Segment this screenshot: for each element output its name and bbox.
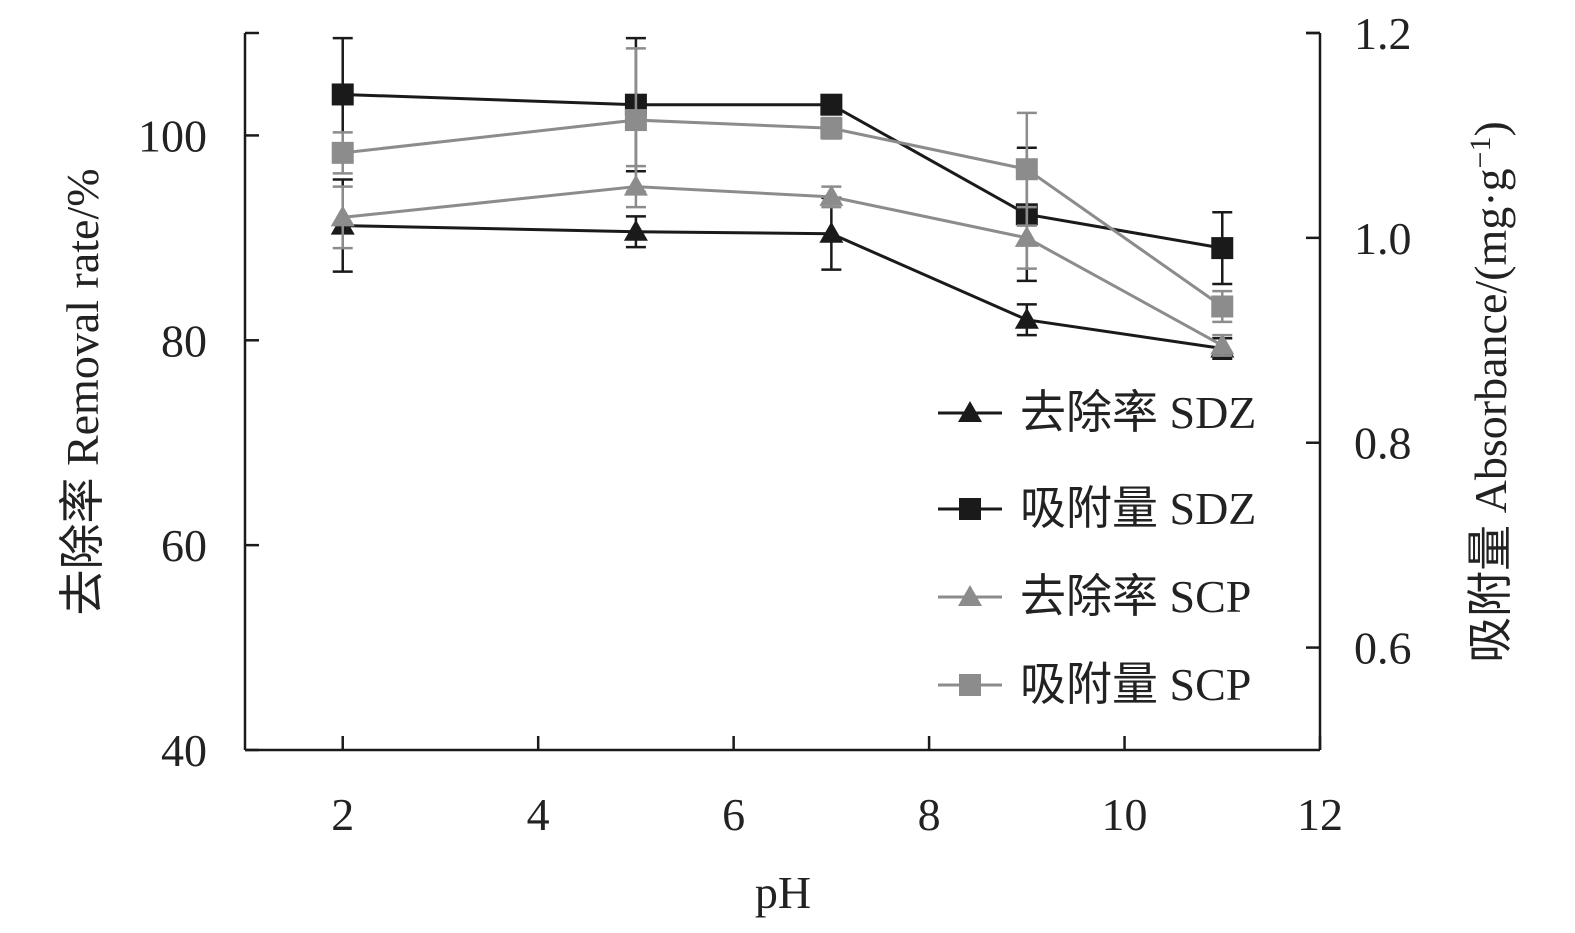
legend-label-1: 吸附量 SDZ [1020,483,1256,534]
data-point-3-3 [1015,158,1038,181]
y-right-tick-label-0: 0.6 [1354,623,1412,674]
x-tick-label-4: 4 [527,789,550,840]
data-point-0-3 [1014,307,1039,329]
legend-marker-0 [958,401,982,422]
y-left-tick-label-40: 40 [161,725,207,776]
x-tick-label-6: 6 [722,789,745,840]
data-point-3-2 [820,117,843,140]
legend-entry-1: 吸附量 SDZ [938,483,1256,534]
series-1 [331,36,1234,286]
data-point-2-3 [1014,225,1039,247]
data-point-1-2 [820,93,843,116]
data-point-1-4 [1211,237,1234,260]
y-axis-right-title-sup: −1 [1464,137,1497,169]
series-line-0 [342,224,1223,350]
data-point-0-1 [623,219,648,241]
x-tick-label-12: 12 [1297,789,1343,840]
series-line-3 [342,118,1224,308]
data-point-2-0 [330,205,355,227]
legend-marker-3 [959,674,981,696]
series-2 [330,164,1235,357]
data-point-3-4 [1211,295,1234,318]
series-3 [331,47,1234,324]
data-point-2-2 [819,184,844,206]
series-line-2 [342,185,1223,347]
ticks: 2 4 6 8 10 12 40 60 80 100 0.6 0.8 1.0 1.2 [138,8,1412,840]
y-right-tick-label-1: 0.8 [1354,418,1412,469]
y-axis-right-title: 吸附量 Absorbance/(mg·g−1) [1464,121,1516,663]
y-right-tick-label-2: 1.0 [1354,213,1412,264]
series-line-1 [342,92,1223,250]
x-tick-label-10: 10 [1102,789,1148,840]
x-tick-label-8: 8 [918,789,941,840]
y-left-tick-label-100: 100 [138,110,207,161]
y-left-tick-label-80: 80 [161,315,207,366]
legend: 去除率 SDZ 吸附量 SDZ 去除率 SCP 吸附量 SCP [938,387,1256,710]
data-point-3-0 [331,141,354,164]
axes [243,31,1322,752]
legend-label-3: 吸附量 SCP [1020,659,1251,710]
x-axis-title: pH [755,867,811,918]
y-right-tick-label-3: 1.2 [1354,8,1412,59]
legend-label-0: 去除率 SDZ [1020,387,1256,438]
legend-marker-1 [959,498,981,520]
legend-marker-2 [958,585,982,606]
legend-entry-2: 去除率 SCP [938,571,1251,622]
series [330,36,1235,360]
legend-entry-0: 去除率 SDZ [938,387,1256,438]
data-point-2-4 [1210,333,1235,355]
y-axis-left-title: 去除率 Removal rate/% [57,168,108,615]
x-tick-label-2: 2 [331,789,354,840]
data-point-1-0 [331,83,354,106]
legend-label-2: 去除率 SCP [1020,571,1251,622]
series-0 [330,178,1235,360]
y-left-tick-label-60: 60 [161,520,207,571]
data-point-3-1 [624,109,647,132]
y-axis-right-title-close: ) [1465,121,1516,136]
legend-entry-3: 吸附量 SCP [938,659,1251,710]
data-point-0-2 [819,221,844,243]
y-axis-right-title-main: 吸附量 Absorbance/(mg·g [1465,168,1516,662]
